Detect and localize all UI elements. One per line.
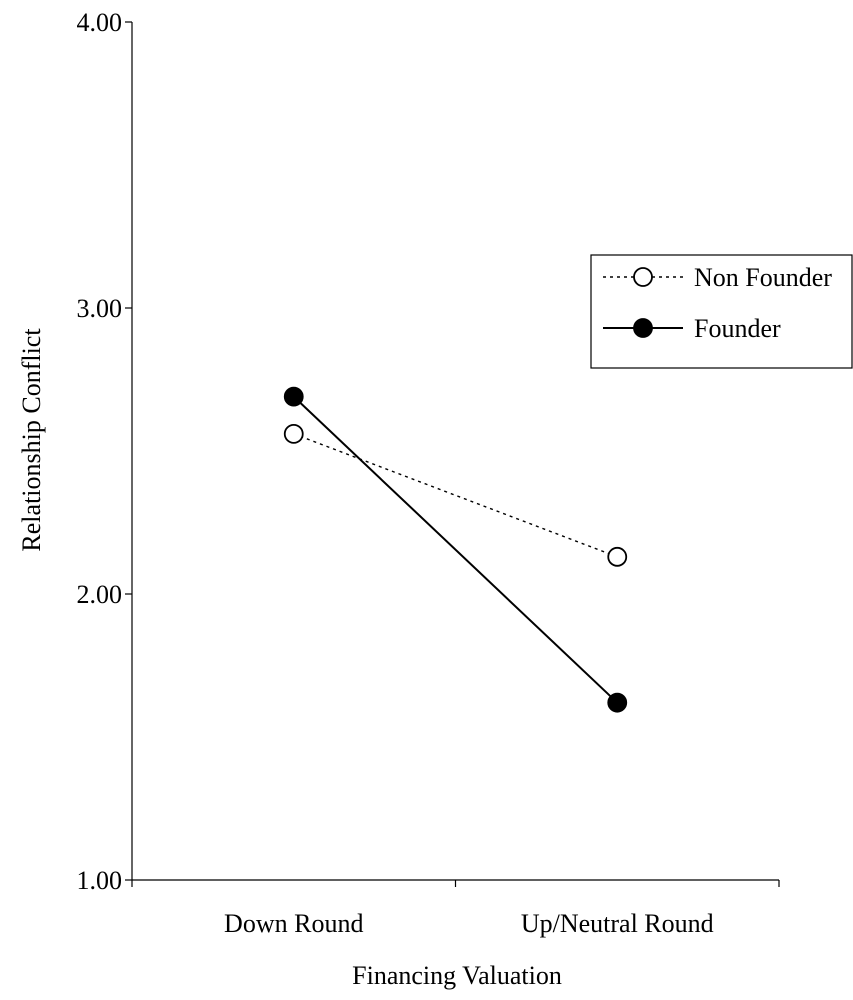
y-tick-labels: 1.00 2.00 3.00 4.00: [77, 8, 123, 895]
legend-label-non-founder: Non Founder: [694, 263, 832, 292]
x-tick-label: Up/Neutral Round: [521, 909, 714, 938]
series-layer: [283, 386, 628, 713]
axes: [125, 21, 780, 887]
legend: Non Founder Founder: [590, 254, 853, 369]
point-non-founder: [607, 546, 628, 567]
y-axis-title: Relationship Conflict: [17, 328, 46, 552]
legend-marker-founder: [633, 318, 653, 338]
x-tick-label: Down Round: [224, 909, 363, 938]
series-line-founder: [293, 395, 618, 704]
x-tick-labels: Down Round Up/Neutral Round: [224, 909, 714, 938]
y-tick-label: 2.00: [77, 580, 123, 609]
series-line-non-founder: [293, 433, 618, 558]
point-founder: [607, 692, 628, 713]
point-non-founder: [283, 423, 304, 444]
y-tick-label: 3.00: [77, 294, 123, 323]
y-tick-label: 1.00: [77, 866, 123, 895]
legend-marker-non-founder: [633, 267, 653, 287]
legend-label-founder: Founder: [694, 314, 781, 343]
x-axis-title: Financing Valuation: [352, 961, 562, 990]
y-tick-label: 4.00: [77, 8, 123, 37]
point-founder: [283, 386, 304, 407]
